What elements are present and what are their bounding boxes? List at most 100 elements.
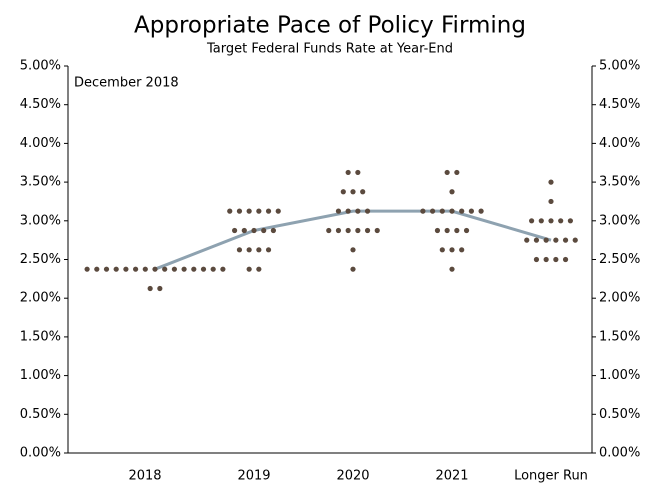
dot [449,266,455,272]
dot [355,208,361,214]
dot [94,266,100,272]
dot [533,256,540,263]
dot [533,237,540,243]
dot [256,266,262,272]
dot [84,266,90,272]
dot [538,218,544,224]
dot [444,227,450,234]
dot [355,227,361,234]
dot [335,227,342,234]
dot [364,208,371,214]
dot [567,218,574,224]
x-tick-label: Longer Run [514,469,588,484]
dot [246,266,252,272]
dot [420,208,426,214]
dot [191,266,197,272]
y-tick-label: 1.00% [20,368,61,383]
dot [360,189,366,195]
y2-tick-label: 1.00% [599,368,640,383]
dot [265,208,272,214]
dot [345,169,351,176]
y2-tick-label: 1.50% [599,329,640,344]
median-line [154,209,552,271]
y-tick-label: 2.00% [20,291,61,306]
dot [548,218,554,224]
dot [562,256,569,263]
dot [350,266,356,272]
x-tick-label: 2021 [435,469,468,484]
y2-tick-label: 4.00% [599,136,640,151]
dot [210,266,216,272]
dot [350,189,356,195]
dot [454,169,460,176]
dot [553,237,559,243]
y-tick-label: 0.50% [20,407,61,422]
dot [463,227,470,234]
dot [171,266,177,272]
dot [335,208,342,214]
y2-tick-label: 0.50% [599,407,640,422]
dot [251,227,257,234]
dot [524,237,530,243]
dot [232,227,238,234]
annotation: December 2018 [74,76,179,91]
dot [236,208,243,214]
dot [241,227,247,234]
dot [246,247,252,253]
dot [548,198,554,205]
dot [275,208,281,214]
dot [200,266,207,272]
dot [326,227,332,234]
dot [103,266,110,272]
y2-tick-label: 4.50% [599,97,640,112]
dot [459,208,465,214]
dot [270,227,276,234]
chart-subtitle: Target Federal Funds Rate at Year-End [206,42,453,57]
dot [123,266,129,272]
y-tick-label: 2.50% [20,252,61,267]
dot [355,169,361,176]
dot [444,169,450,176]
dot [256,247,262,253]
dot [572,237,578,243]
dot [220,266,226,272]
dot [468,208,474,214]
dot [227,208,233,214]
y2-tick-label: 5.00% [599,59,640,74]
y-tick-label: 3.50% [20,175,61,190]
dot [152,266,158,272]
dot [449,208,455,214]
dot [439,247,445,253]
dot [340,189,346,195]
y2-tick-label: 2.50% [599,252,640,267]
y2-tick-label: 3.00% [599,213,640,228]
dot [350,247,356,253]
dot [430,208,436,214]
dot [558,218,564,224]
dot [142,266,148,272]
dot [147,285,153,292]
y-tick-label: 3.00% [20,213,61,228]
dot [261,227,267,234]
dot [157,285,163,292]
x-tick-label: 2018 [128,469,161,484]
y-tick-label: 0.00% [20,446,61,461]
y-tick-label: 1.50% [20,329,61,344]
dot [113,266,119,272]
dot [162,266,168,272]
x-tick-label: 2019 [237,469,270,484]
y-tick-label: 5.00% [20,59,61,74]
dot [548,179,554,185]
chart-title: Appropriate Pace of Policy Firming [134,13,526,39]
dot [181,266,187,272]
dot [434,227,441,234]
dot [543,237,549,243]
dot [459,247,465,253]
y-tick-label: 4.50% [20,97,61,112]
dot [439,208,445,214]
dot [529,218,535,224]
dot [374,227,380,234]
dot [345,208,351,214]
dot [256,208,262,214]
